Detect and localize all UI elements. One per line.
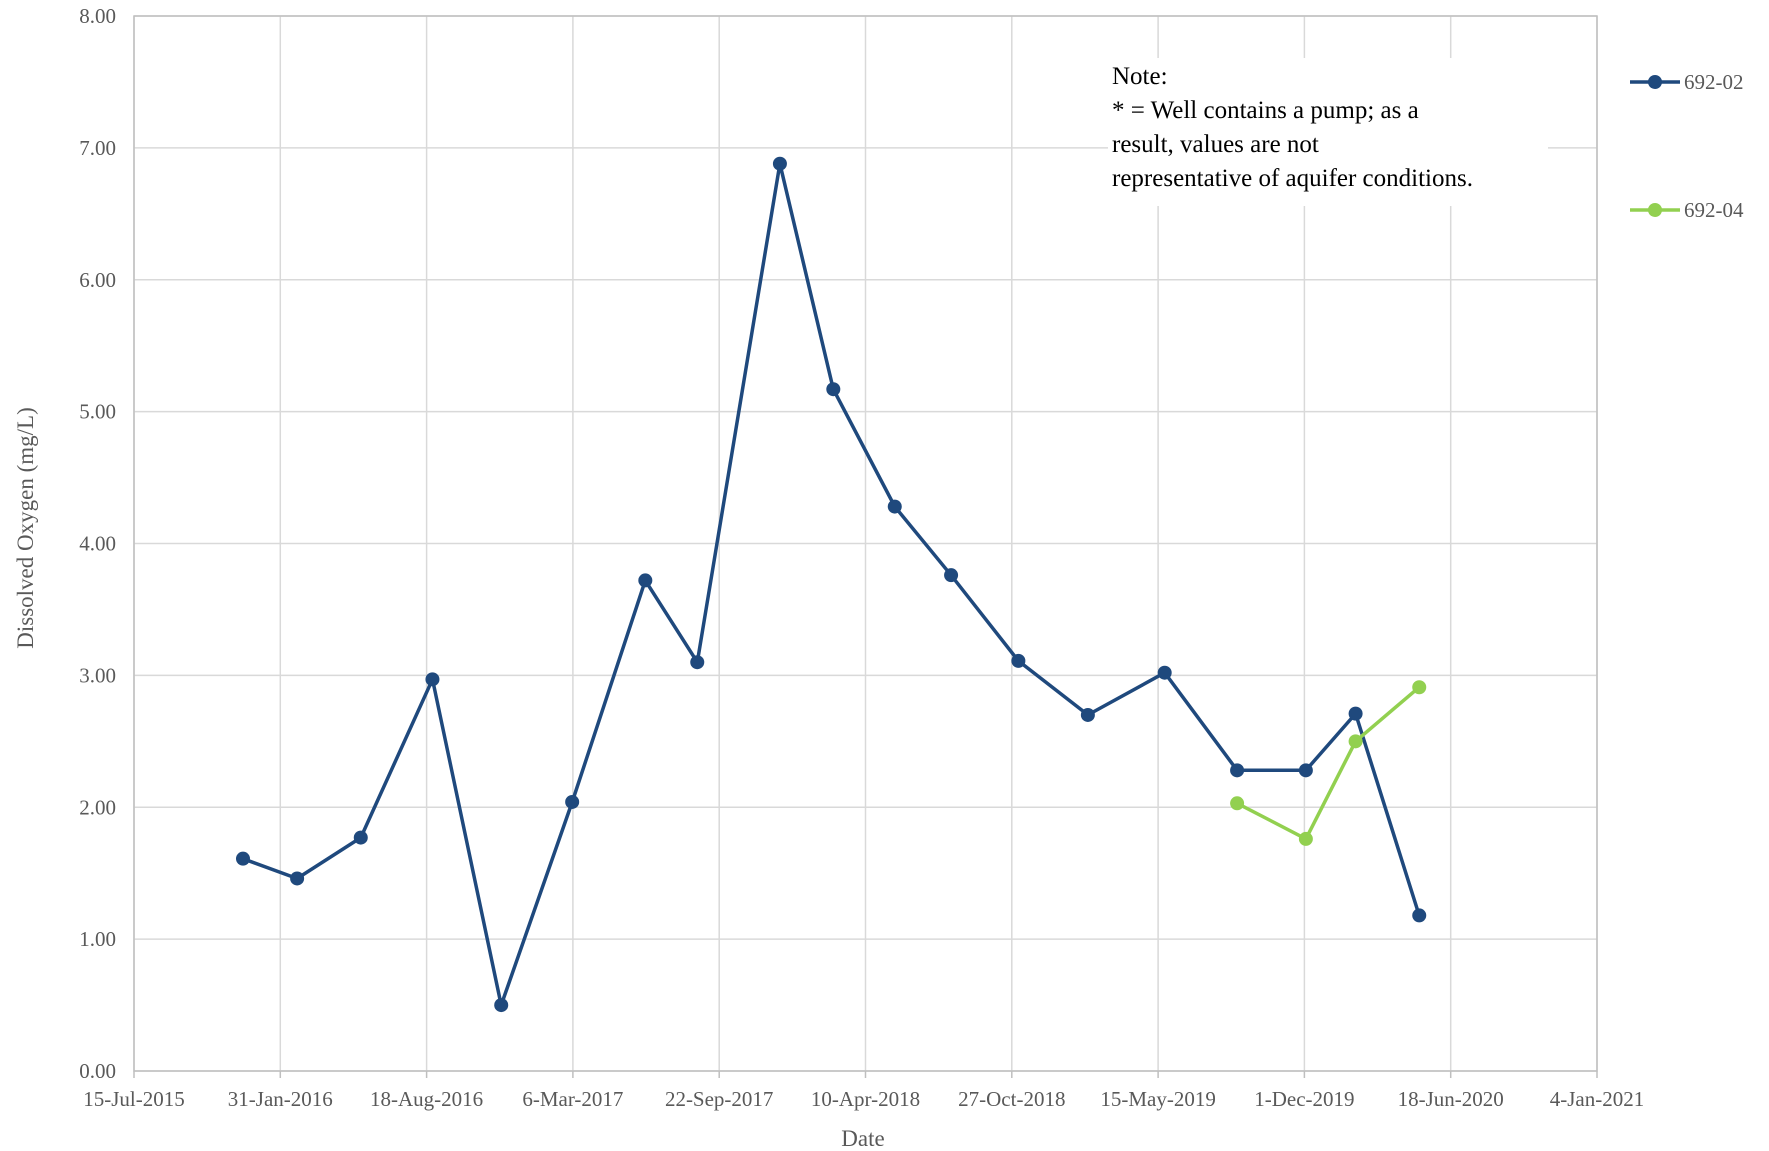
data-point [638, 573, 653, 588]
x-tick-label: 31-Jan-2016 [228, 1087, 333, 1111]
y-axis-title: Dissolved Oxygen (mg/L) [13, 407, 38, 648]
data-point [1011, 653, 1026, 668]
y-tick-label: 3.00 [79, 663, 116, 687]
x-tick-label: 6-Mar-2017 [522, 1087, 623, 1111]
data-point [944, 568, 959, 583]
note-line: representative of aquifer conditions. [1112, 165, 1473, 192]
legend: 692-02 692-04 [1630, 70, 1744, 222]
y-tick-label: 5.00 [79, 400, 116, 424]
data-point [1412, 680, 1427, 695]
y-tick-label: 7.00 [79, 136, 116, 160]
legend-swatch-marker [1648, 203, 1662, 217]
x-axis-title: Date [841, 1126, 884, 1151]
data-point [1298, 763, 1313, 778]
legend-item-692-04: 692-04 [1630, 198, 1744, 222]
data-point [425, 672, 440, 687]
note-line: result, values are not [1112, 131, 1319, 158]
y-tick-label: 4.00 [79, 532, 116, 556]
x-tick-label: 1-Dec-2019 [1254, 1087, 1354, 1111]
data-point [1157, 665, 1172, 680]
legend-item-692-02: 692-02 [1630, 70, 1744, 94]
plot-area-border [133, 15, 1598, 1072]
x-tick-label: 27-Oct-2018 [958, 1087, 1065, 1111]
x-tick-label: 15-Jul-2015 [83, 1087, 185, 1111]
data-point [690, 655, 705, 670]
x-tick-label: 10-Apr-2018 [811, 1087, 920, 1111]
data-point [494, 998, 509, 1013]
data-point [826, 382, 841, 397]
data-series [235, 156, 1427, 1013]
note-background [1108, 58, 1548, 206]
y-tick-label: 0.00 [79, 1059, 116, 1083]
data-point [1230, 763, 1245, 778]
data-point [1412, 908, 1427, 923]
x-tick-label: 15-May-2019 [1100, 1087, 1215, 1111]
note-box: Note: * = Well contains a pump; as a res… [1108, 58, 1548, 206]
data-point [1230, 796, 1245, 811]
x-axis-tick-labels: 15-Jul-2015 31-Jan-2016 18-Aug-2016 6-Mar-2… [83, 1087, 1644, 1111]
data-point [353, 830, 368, 845]
data-point [772, 156, 787, 171]
x-tick-label: 18-Aug-2016 [370, 1087, 483, 1111]
y-tick-label: 6.00 [79, 268, 116, 292]
y-tick-label: 1.00 [79, 927, 116, 951]
legend-label: 692-02 [1684, 70, 1744, 94]
data-point [565, 794, 580, 809]
data-point [887, 499, 902, 514]
note-line: Note: [1112, 63, 1168, 90]
data-point [1348, 706, 1363, 721]
y-tick-label: 8.00 [79, 4, 116, 28]
x-tick-label: 22-Sep-2017 [665, 1087, 774, 1111]
data-point [290, 871, 305, 886]
data-point [235, 851, 250, 866]
series-692-02 [235, 156, 1427, 1013]
legend-label: 692-04 [1684, 198, 1744, 222]
series-line [1236, 685, 1421, 841]
y-axis-tick-labels: 0.00 1.00 2.00 3.00 4.00 5.00 6.00 7.00 8.00 [79, 4, 116, 1083]
y-tick-label: 2.00 [79, 795, 116, 819]
x-tick-label: 4-Jan-2021 [1550, 1087, 1644, 1111]
data-point [1080, 707, 1095, 722]
legend-swatch-marker [1648, 75, 1662, 89]
data-point [1298, 831, 1313, 846]
x-tick-label: 18-Jun-2020 [1398, 1087, 1504, 1111]
series-692-04 [1230, 680, 1427, 846]
note-line: * = Well contains a pump; as a [1112, 97, 1419, 124]
data-point [1348, 734, 1363, 749]
